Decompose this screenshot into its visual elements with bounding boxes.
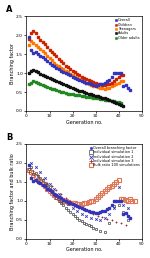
Text: B: B [6, 133, 12, 142]
Legend: Overall, Children, Teenagers, Adults, Older adults: Overall, Children, Teenagers, Adults, Ol… [115, 18, 140, 40]
Y-axis label: Branching factor and bulk ratio: Branching factor and bulk ratio [10, 153, 15, 230]
Legend: Overall branching factor, Individual simulation 1, Individual simulation 2, Indi: Overall branching factor, Individual sim… [90, 146, 140, 168]
Text: A: A [6, 5, 12, 14]
X-axis label: Generation no.: Generation no. [66, 120, 102, 125]
Y-axis label: Branching factor: Branching factor [10, 43, 15, 84]
X-axis label: Generation no.: Generation no. [66, 247, 102, 252]
